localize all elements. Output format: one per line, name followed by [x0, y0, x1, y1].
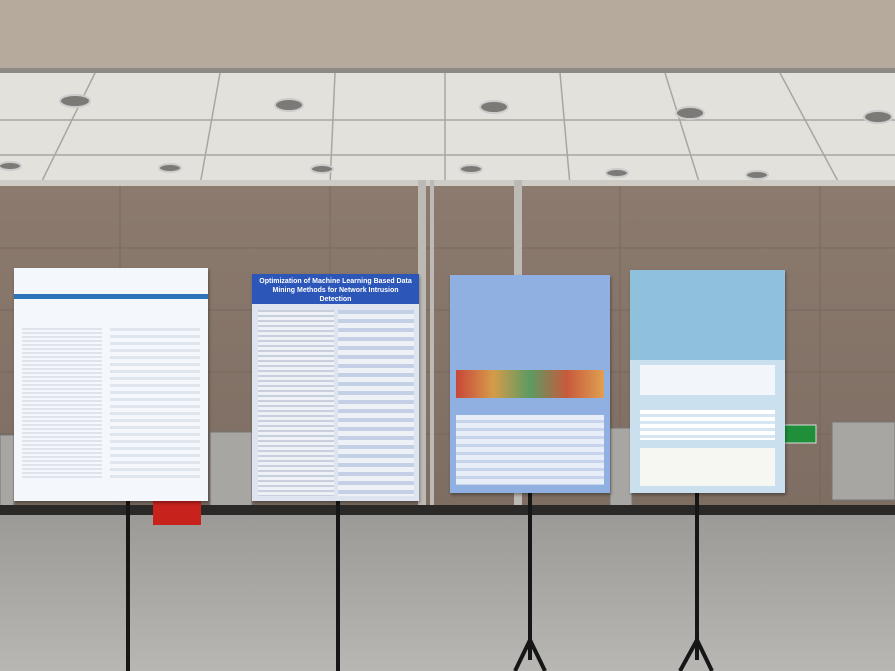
poster: [14, 268, 208, 501]
poster-images: [456, 370, 604, 398]
stands: [126, 490, 714, 671]
poster-figure: [110, 328, 200, 478]
poster: [450, 275, 610, 493]
poster-figure: [640, 365, 775, 395]
poster: Optimization of Machine Learning Based D…: [252, 274, 419, 501]
poster-title: Optimization of Machine Learning Based D…: [252, 274, 419, 304]
radiators: [0, 421, 895, 516]
floor: [0, 515, 895, 671]
poster-text: [22, 328, 102, 478]
poster-table: [640, 410, 775, 440]
ceiling-lights: [0, 94, 893, 180]
baseboard: [0, 505, 895, 517]
poster-figure: [338, 310, 414, 496]
upper-wall: [0, 0, 895, 70]
ceiling-edge: [0, 68, 895, 73]
poster-header: [630, 270, 785, 360]
ceiling-trim: [0, 180, 895, 186]
poster-table: [456, 415, 604, 485]
red-stool: [153, 497, 201, 525]
poster-band: [14, 294, 208, 299]
poster-images: [640, 448, 775, 486]
poster: [630, 270, 785, 493]
exit-sign: [782, 424, 817, 444]
poster-text: [258, 310, 334, 496]
ceiling: [0, 73, 895, 185]
